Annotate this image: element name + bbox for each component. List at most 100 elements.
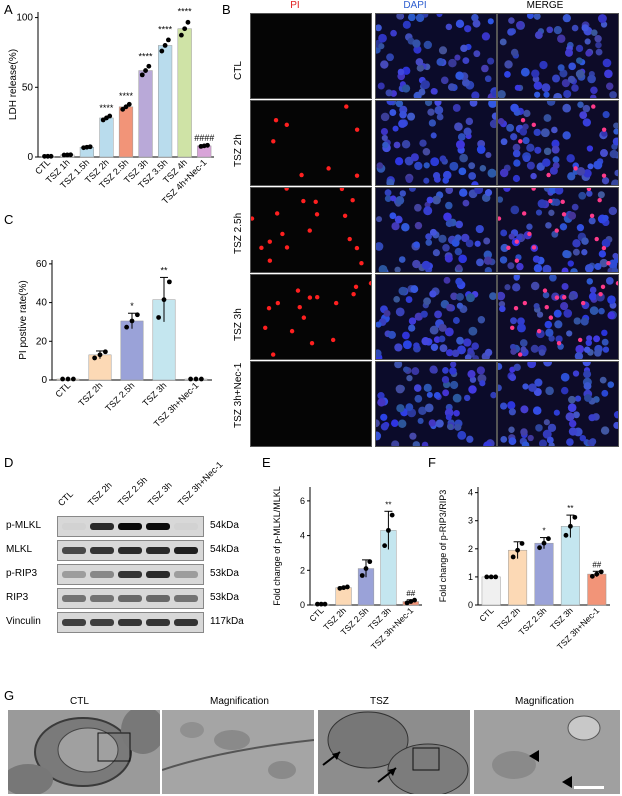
pi-positive-cell <box>542 288 548 293</box>
nucleus <box>528 383 537 392</box>
nucleus <box>607 295 616 304</box>
nucleus <box>415 14 425 23</box>
y-tick-label: 4 <box>300 531 305 541</box>
nucleus <box>376 431 382 441</box>
nucleus <box>575 44 584 53</box>
nucleus <box>408 324 416 332</box>
nucleus <box>507 401 516 410</box>
nucleus <box>533 264 543 272</box>
data-point <box>598 569 604 575</box>
nucleus <box>588 217 596 225</box>
nucleus <box>403 366 410 373</box>
data-point <box>589 573 595 579</box>
nucleus <box>530 344 539 353</box>
significance-label: **** <box>139 52 154 62</box>
blot-band <box>174 547 198 554</box>
pi-positive-chart: 0 20 40 60 PI postive rate(%) CTL TSZ 2h * TSZ 2… <box>18 259 212 429</box>
nucleus <box>394 215 403 224</box>
pi-positive-cell <box>284 245 290 250</box>
nucleus <box>510 133 518 141</box>
lane-label: TSZ 2h <box>85 480 114 508</box>
nucleus <box>513 159 521 167</box>
nucleus <box>598 307 605 315</box>
data-point <box>166 279 172 285</box>
nucleus <box>560 372 570 382</box>
nucleus <box>455 19 465 29</box>
nucleus <box>586 190 593 197</box>
nucleus <box>561 282 569 291</box>
nucleus <box>608 206 618 216</box>
nucleus <box>402 20 411 29</box>
nucleus <box>418 88 426 96</box>
nucleus <box>445 414 452 421</box>
nucleus <box>547 423 557 433</box>
nucleus <box>541 83 551 93</box>
pi-positive-cell <box>273 118 279 123</box>
nucleus <box>461 233 470 243</box>
nucleus <box>534 146 542 154</box>
nucleus <box>390 419 399 427</box>
nucleus <box>411 367 420 376</box>
data-point <box>408 599 414 604</box>
nucleus <box>567 260 574 267</box>
nucleus <box>380 422 389 431</box>
nucleus <box>438 234 447 243</box>
pi-positive-cell <box>560 199 565 205</box>
nucleus <box>509 374 517 382</box>
nucleus <box>512 143 521 152</box>
nucleus <box>410 153 419 162</box>
pi-positive-cell <box>573 166 578 171</box>
band-kda: 117kDa <box>210 616 244 627</box>
data-point <box>341 585 346 591</box>
pi-positive-cell <box>562 295 567 300</box>
nucleus <box>399 190 407 197</box>
data-point <box>484 574 490 580</box>
pi-positive-cell <box>498 216 502 221</box>
pi-positive-cell <box>339 188 345 192</box>
nucleus <box>381 134 388 142</box>
pi-positive-cell <box>271 139 276 144</box>
nucleus <box>582 118 591 127</box>
pi-positive-cell <box>353 284 359 290</box>
bar <box>534 542 554 606</box>
significance-label: ## <box>592 560 601 569</box>
nucleus <box>557 34 566 43</box>
nucleus <box>573 317 581 325</box>
nucleus <box>471 14 479 22</box>
nucleus <box>376 216 383 223</box>
nucleus <box>395 101 404 108</box>
nucleus <box>384 195 392 203</box>
row-label: TSZ 3h <box>233 308 244 341</box>
nucleus <box>567 75 576 84</box>
nucleus <box>488 101 496 108</box>
significance-label: **** <box>158 25 173 35</box>
nucleus <box>560 302 569 311</box>
nucleus <box>408 317 417 325</box>
pi-positive-cell <box>359 260 364 266</box>
scale-bar <box>597 447 615 450</box>
bar <box>481 576 501 606</box>
nucleus <box>414 221 423 230</box>
pi-positive-cell <box>510 325 515 330</box>
micro-image <box>497 274 619 360</box>
nucleus <box>467 370 476 379</box>
nucleus <box>552 74 561 83</box>
nucleus <box>474 188 484 195</box>
nucleus <box>562 131 571 140</box>
nucleus <box>553 309 562 318</box>
nucleus <box>395 307 405 317</box>
nucleus <box>434 105 444 115</box>
nucleus <box>471 91 480 98</box>
micro-image <box>375 100 497 186</box>
nucleus <box>436 58 445 66</box>
nucleus <box>549 275 557 282</box>
nucleus <box>580 317 589 326</box>
lane-label: TSZ 3h <box>145 480 174 508</box>
nucleus <box>500 402 508 410</box>
pi-positive-cell <box>289 328 295 334</box>
pi-positive-cell <box>598 291 603 297</box>
nucleus <box>390 195 397 202</box>
nucleus <box>576 167 586 176</box>
nucleus <box>412 39 421 48</box>
nucleus <box>457 133 466 141</box>
